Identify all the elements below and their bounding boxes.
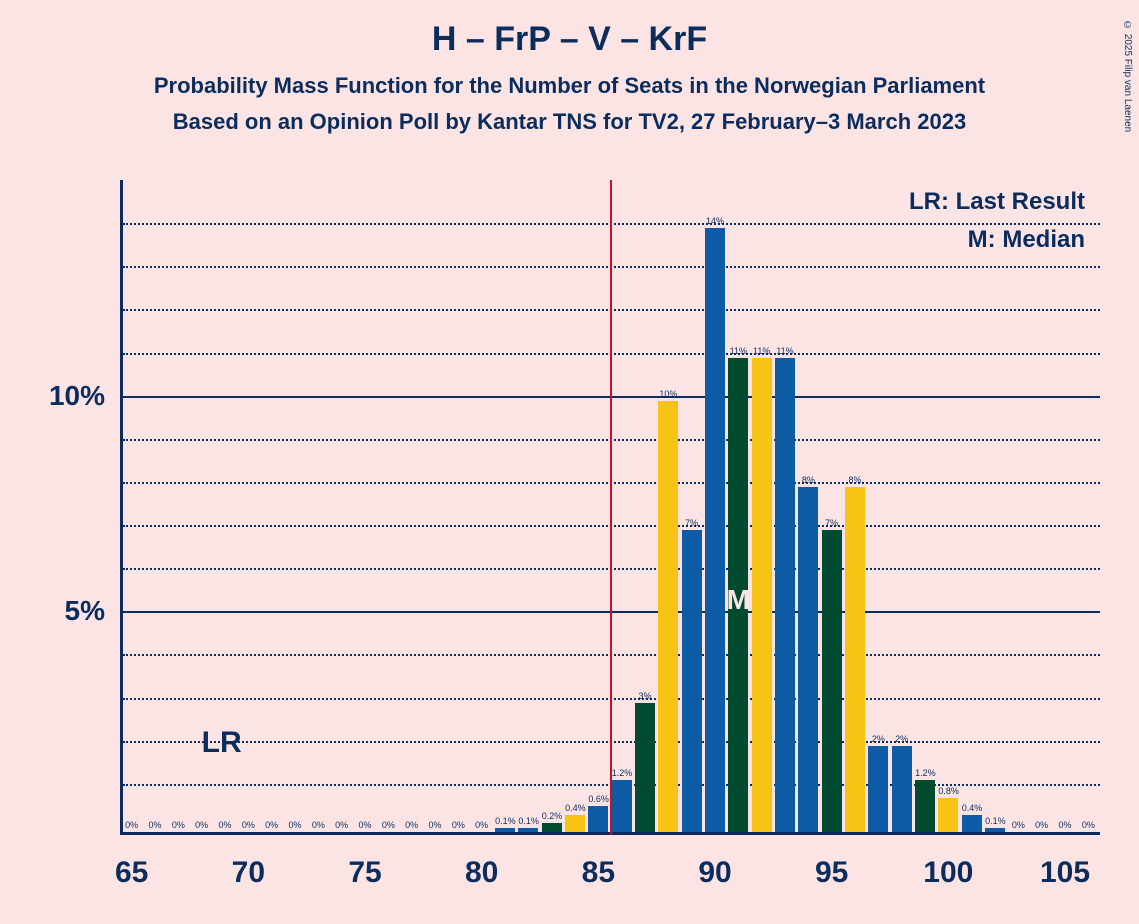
bar: 10% (658, 401, 678, 832)
x-axis-label: 65 (115, 856, 148, 890)
chart-subtitle-2: Based on an Opinion Poll by Kantar TNS f… (20, 109, 1119, 135)
bar-value-label: 11% (775, 346, 795, 356)
bar-value-label: 0% (238, 820, 258, 830)
bar-value-label: 2% (868, 734, 888, 744)
bar-value-label: 0.1% (985, 816, 1005, 826)
bar: 0.1% (985, 828, 1005, 832)
bar-value-label: 11% (752, 346, 772, 356)
y-axis-label: 5% (65, 595, 105, 627)
chart-title: H – FrP – V – KrF (20, 20, 1119, 59)
bar-value-label: 0% (262, 820, 282, 830)
bar-value-label: 0% (1008, 820, 1028, 830)
bar-value-label: 0.8% (938, 786, 958, 796)
bar-value-label: 8% (798, 475, 818, 485)
bar: 14% (705, 228, 725, 832)
bar-value-label: 0% (402, 820, 422, 830)
bar-value-label: 0.4% (962, 803, 982, 813)
bar: 8% (798, 487, 818, 832)
bar-value-label: 10% (658, 389, 678, 399)
bar: 0.8% (938, 798, 958, 833)
x-axis-label: 90 (698, 856, 731, 890)
lr-line (610, 180, 612, 835)
bar-value-label: 7% (682, 518, 702, 528)
bar: 11% (775, 358, 795, 832)
bar: 2% (868, 746, 888, 832)
lr-marker-label: LR (202, 726, 242, 760)
bar: 8% (845, 487, 865, 832)
bar-value-label: 0% (145, 820, 165, 830)
bar-value-label: 0% (1078, 820, 1098, 830)
bar: 7% (682, 530, 702, 832)
bar-value-label: 0% (472, 820, 492, 830)
bar-value-label: 0% (122, 820, 142, 830)
bar-value-label: 0% (378, 820, 398, 830)
bar: 0.2% (542, 823, 562, 832)
y-axis-label: 10% (49, 380, 105, 412)
bar-value-label: 3% (635, 691, 655, 701)
bar-value-label: 0.4% (565, 803, 585, 813)
x-axis-label: 70 (232, 856, 265, 890)
bar: 0.4% (565, 815, 585, 832)
bar: 2% (892, 746, 912, 832)
bar-value-label: 14% (705, 216, 725, 226)
bar-value-label: 7% (822, 518, 842, 528)
bar-value-label: 0.1% (518, 816, 538, 826)
bar-value-label: 0% (192, 820, 212, 830)
bar: 1.2% (915, 780, 935, 832)
x-axis-label: 95 (815, 856, 848, 890)
median-marker-label: M (727, 584, 750, 616)
y-axis-line (120, 180, 123, 835)
bar-value-label: 0% (1055, 820, 1075, 830)
bar-value-label: 2% (892, 734, 912, 744)
bar-value-label: 0% (285, 820, 305, 830)
bar: 3% (635, 703, 655, 832)
bar-value-label: 0% (448, 820, 468, 830)
bar: 1.2% (612, 780, 632, 832)
x-axis-label: 105 (1040, 856, 1090, 890)
x-axis-label: 85 (582, 856, 615, 890)
bar-value-label: 1.2% (612, 768, 632, 778)
bar-value-label: 0% (425, 820, 445, 830)
bar-value-label: 0.2% (542, 811, 562, 821)
bar-value-label: 0% (1032, 820, 1052, 830)
chart-container: H – FrP – V – KrF Probability Mass Funct… (0, 0, 1139, 924)
bar: 7% (822, 530, 842, 832)
bar-value-label: 11% (728, 346, 748, 356)
plot-area: LR: Last Result M: Median 5%10%657075808… (120, 180, 1100, 840)
bar: 11% (752, 358, 772, 832)
bar-value-label: 0% (308, 820, 328, 830)
bar: 0.6% (588, 806, 608, 832)
x-axis-label: 75 (348, 856, 381, 890)
bar: 0.1% (495, 828, 515, 832)
chart-subtitle-1: Probability Mass Function for the Number… (20, 73, 1119, 99)
legend-lr: LR: Last Result (909, 188, 1085, 216)
bar-value-label: 0% (168, 820, 188, 830)
bar-value-label: 0% (332, 820, 352, 830)
x-axis-label: 100 (923, 856, 973, 890)
bar: 0.1% (518, 828, 538, 832)
bar-value-label: 0.6% (588, 794, 608, 804)
bar-value-label: 0.1% (495, 816, 515, 826)
bar-value-label: 1.2% (915, 768, 935, 778)
bar-value-label: 0% (355, 820, 375, 830)
bar-value-label: 8% (845, 475, 865, 485)
bar-value-label: 0% (215, 820, 235, 830)
legend-m: M: Median (968, 226, 1085, 254)
bar: 0.4% (962, 815, 982, 832)
copyright-text: © 2025 Filip van Laenen (1122, 20, 1133, 132)
x-axis-label: 80 (465, 856, 498, 890)
